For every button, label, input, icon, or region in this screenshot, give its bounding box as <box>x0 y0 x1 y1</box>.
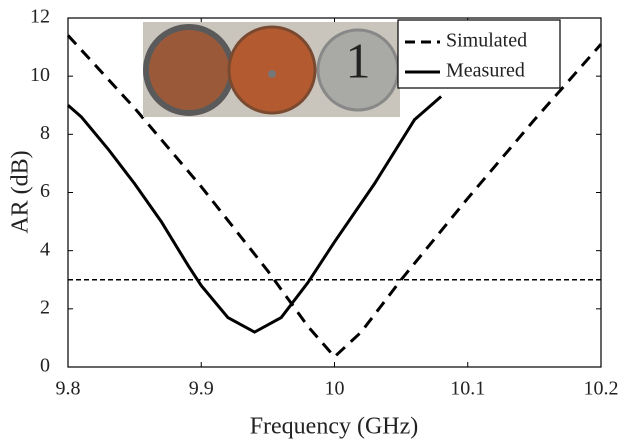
y-tick-label: 4 <box>40 238 50 260</box>
legend-label: Measured <box>446 60 525 82</box>
axes-frame <box>67 17 602 368</box>
y-tick-label: 6 <box>40 180 50 202</box>
x-tick-label: 10 <box>325 378 345 400</box>
y-tick-label: 10 <box>30 64 50 86</box>
x-tick-label: 9.9 <box>189 378 214 400</box>
data-line <box>66 34 603 359</box>
legend-box <box>397 19 561 89</box>
x-tick-label: 9.8 <box>56 378 81 400</box>
legend: Simulated Measured <box>397 19 561 89</box>
x-tick-label: 10.2 <box>584 378 619 400</box>
y-tick-label: 0 <box>40 355 50 377</box>
board-1 <box>143 24 235 116</box>
y-axis-label: AR (dB) <box>8 150 34 233</box>
legend-label: Simulated <box>446 30 527 52</box>
data-line <box>67 95 443 334</box>
coin-mark: 1 <box>346 32 371 88</box>
x-tick-label: 10.1 <box>450 378 485 400</box>
feed-point <box>268 70 276 78</box>
y-tick-label: 12 <box>30 6 50 28</box>
inset-photo: 1 <box>143 22 400 117</box>
x-axis-label: Frequency (GHz) <box>250 414 419 440</box>
y-tick-label: 2 <box>40 296 50 318</box>
y-tick-label: 8 <box>40 122 50 144</box>
